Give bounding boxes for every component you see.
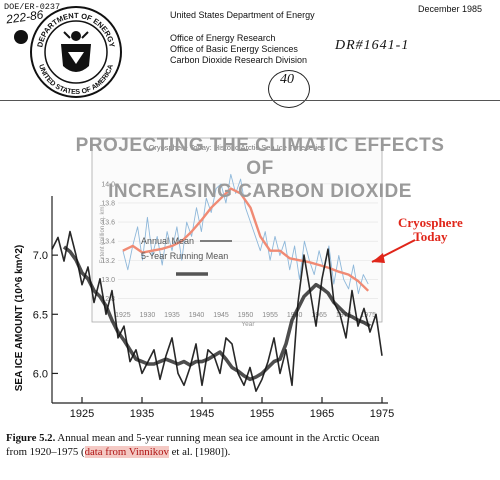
headline-line-3: INCREASING CARBON DIOXIDE [108,181,412,202]
ink-blot [14,30,28,44]
main-x-tick-label: 1965 [310,408,334,420]
agency-name: United States Department of Energy [170,10,315,20]
inset-x-tick-label: 1965 [311,312,327,319]
handwritten-reference: DR#1641-1 [335,38,410,53]
inset-y-tick-label: 12.8 [101,296,115,303]
page-number-oval [268,70,310,108]
headline: PROJECTING THE CLIMATIC EFFECTS OF INCRE… [40,134,480,203]
inset-x-tick-label: 1955 [262,312,278,319]
document-date: December 1985 [417,4,482,14]
main-y-tick-label: 6.5 [33,309,48,321]
chart-legend: Annual Mean 5-Year Running Mean [141,236,232,276]
inset-y-tick-label: 13.6 [101,220,115,227]
inset-x-tick-label: 1925 [115,312,131,319]
inset-y-axis-label: Extent (million sq. km) [100,204,106,263]
document-id: DOE/ER-0237 [4,2,61,12]
inset-y-tick-label: 13.0 [101,277,115,284]
office-line-3: Carbon Dioxide Research Division [170,55,308,65]
doe-seal-icon: DEPARTMENT OF ENERGY UNITED STATES OF AM… [30,6,122,98]
inset-x-tick-label: 1970 [336,312,352,319]
inset-x-tick-label: 1975 [360,312,376,319]
annotation-line-1: Cryosphere [398,215,463,230]
inset-smoothed-line [122,187,370,292]
inset-y-tick-label: 13.8 [101,200,115,207]
inset-x-tick-label: 1940 [189,312,205,319]
office-line-2: Office of Basic Energy Sciences [170,44,298,54]
headline-line-1: PROJECTING THE CLIMATIC EFFECTS [75,135,445,156]
caption-highlight: data from Vinnikov [84,445,169,458]
main-y-axis-label: SEA ICE AMOUNT (10^6 km^2) [14,245,25,392]
main-x-tick-label: 1975 [370,408,394,420]
main-x-tick-label: 1925 [70,408,94,420]
inset-y-tick-label: 13.4 [101,239,115,246]
inset-title: Cryosphere Today: Historic Arctic Sea Ic… [149,143,325,152]
cryosphere-annotation: Cryosphere Today [398,216,463,244]
inset-x-tick-label: 1930 [140,312,156,319]
legend-annual-mean: Annual Mean [141,236,194,246]
inset-x-tick-label: 1950 [238,312,254,319]
inset-y-tick-label: 14.0 [101,181,115,188]
main-y-tick-label: 6.0 [33,368,48,380]
inset-x-tick-label: 1935 [164,312,180,319]
inset-x-axis-label: Year [241,321,255,328]
main-x-tick-label: 1955 [250,408,274,420]
inset-y-tick-label: 13.2 [101,258,115,265]
caption-tail: et al. [1980]). [168,445,231,458]
handwritten-page-number: 40 [280,72,294,87]
main-x-tick-label: 1935 [130,408,154,420]
main-x-tick-label: 1945 [190,408,214,420]
headline-line-2: OF [246,158,274,179]
caption-main: Annual mean and 5-year running mean sea … [6,432,380,458]
figure-caption: Figure 5.2. Annual mean and 5-year runni… [6,432,396,459]
legend-running-mean: 5-Year Running Mean [141,251,228,261]
annotation-arrowhead-icon [372,253,385,263]
figure-label: Figure 5.2. [6,432,56,444]
inset-chart-frame [91,137,383,323]
inset-x-tick-label: 1945 [213,312,229,319]
header-divider [0,100,500,101]
main-y-tick-label: 7.0 [33,250,48,262]
running-mean-line [62,245,371,382]
office-line-1: Office of Energy Research [170,33,276,43]
sea-ice-figure: Cryosphere Today: Historic Arctic Sea Ic… [14,137,416,420]
annotation-line-2: Today [413,229,448,244]
